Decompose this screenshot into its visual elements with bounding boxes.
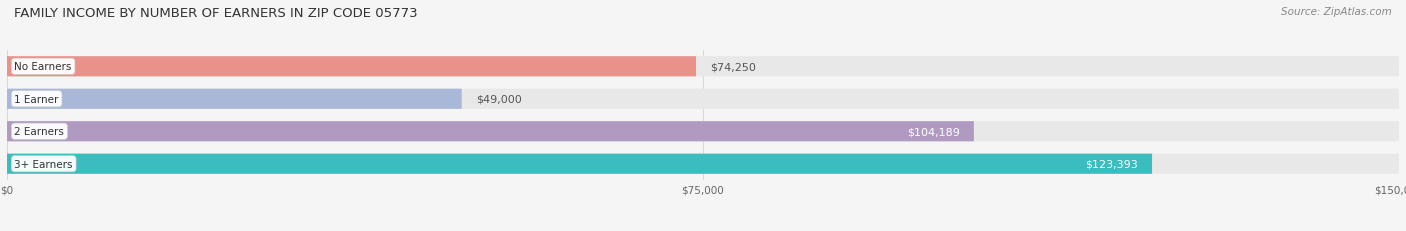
FancyBboxPatch shape <box>7 89 1399 109</box>
FancyBboxPatch shape <box>7 122 1399 142</box>
Text: $49,000: $49,000 <box>475 94 522 104</box>
FancyBboxPatch shape <box>7 154 1399 174</box>
Text: $74,250: $74,250 <box>710 62 756 72</box>
FancyBboxPatch shape <box>7 122 974 142</box>
Text: FAMILY INCOME BY NUMBER OF EARNERS IN ZIP CODE 05773: FAMILY INCOME BY NUMBER OF EARNERS IN ZI… <box>14 7 418 20</box>
Text: Source: ZipAtlas.com: Source: ZipAtlas.com <box>1281 7 1392 17</box>
Text: $123,393: $123,393 <box>1085 159 1137 169</box>
FancyBboxPatch shape <box>7 57 696 77</box>
FancyBboxPatch shape <box>7 57 1399 77</box>
FancyBboxPatch shape <box>7 154 1152 174</box>
Text: 2 Earners: 2 Earners <box>14 127 65 137</box>
Text: 3+ Earners: 3+ Earners <box>14 159 73 169</box>
FancyBboxPatch shape <box>7 89 461 109</box>
Text: $104,189: $104,189 <box>907 127 960 137</box>
Text: No Earners: No Earners <box>14 62 72 72</box>
Text: 1 Earner: 1 Earner <box>14 94 59 104</box>
